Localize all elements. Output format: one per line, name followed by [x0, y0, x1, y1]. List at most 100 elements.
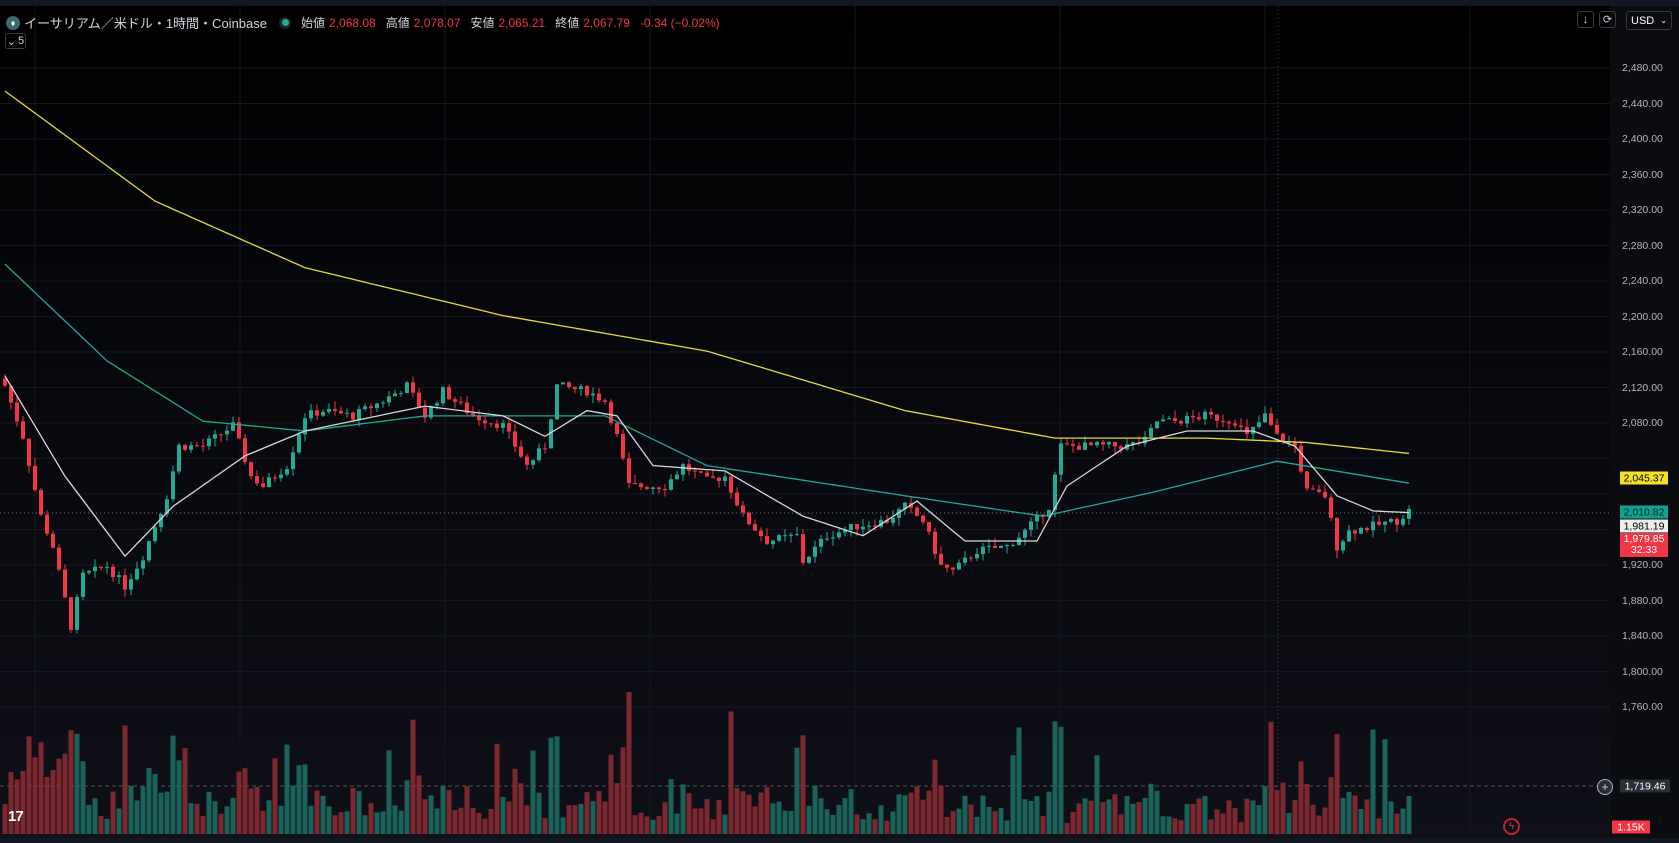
- candle-body: [15, 402, 19, 422]
- volume-bar: [914, 786, 920, 834]
- candle-body: [393, 393, 397, 397]
- volume-bar: [1220, 813, 1226, 834]
- candle-body: [729, 476, 733, 493]
- candle-body: [921, 515, 925, 522]
- bottom-border: [0, 838, 1679, 843]
- chart-pane[interactable]: [0, 6, 1610, 838]
- symbol-title[interactable]: イーサリアム／米ドル・1時間・Coinbase: [24, 16, 267, 31]
- volume-bar: [50, 770, 56, 834]
- volume-bar: [548, 737, 554, 834]
- candle-body: [1173, 418, 1177, 422]
- volume-bar: [320, 795, 326, 834]
- candle-body: [1311, 488, 1315, 490]
- candle-body: [873, 525, 877, 527]
- candle-body: [213, 434, 217, 439]
- price-tick: 2,480.00: [1622, 62, 1663, 74]
- change-value: -0.34 (−0.02%): [639, 15, 720, 30]
- candle-body: [621, 434, 625, 459]
- volume-bar: [200, 815, 206, 834]
- volume-bar: [566, 804, 572, 834]
- candle-body: [993, 545, 997, 549]
- volume-bar: [1244, 798, 1250, 834]
- candle-body: [531, 460, 535, 465]
- candle-body: [399, 393, 403, 395]
- volume-bar: [764, 787, 770, 834]
- volume-bar: [1082, 798, 1088, 834]
- volume-bar: [128, 785, 134, 834]
- volume-bar: [68, 730, 74, 834]
- add-alert-plus-button[interactable]: +: [1597, 779, 1613, 795]
- volume-bar: [476, 812, 482, 834]
- candle-body: [813, 546, 817, 557]
- currency-select[interactable]: USD ⌄: [1626, 11, 1672, 30]
- volume-bar: [368, 803, 374, 834]
- volume-bar: [518, 783, 524, 834]
- volume-bar: [1064, 822, 1070, 834]
- volume-bar: [416, 775, 422, 834]
- volume-bar: [158, 792, 164, 834]
- volume-bar: [1388, 801, 1394, 834]
- volume-bar: [968, 804, 974, 834]
- candle-body: [225, 430, 229, 435]
- candle-body: [477, 416, 481, 421]
- volume-bar: [386, 750, 392, 834]
- price-tick: 2,200.00: [1622, 310, 1663, 323]
- volume-bar: [272, 758, 278, 834]
- volume-bar: [938, 785, 944, 834]
- candle-body: [843, 529, 847, 533]
- candle-body: [291, 452, 295, 470]
- volume-bar: [242, 768, 248, 834]
- price-tick: 1,920.00: [1622, 559, 1663, 571]
- candle-body: [51, 533, 55, 548]
- candle-body: [1077, 445, 1081, 450]
- candle-body: [1167, 418, 1171, 420]
- volume-bar: [86, 804, 92, 834]
- candle-body: [741, 505, 745, 513]
- volume-bar: [788, 810, 794, 834]
- volume-bar: [848, 789, 854, 834]
- candle-body: [585, 385, 589, 396]
- candle-body: [33, 465, 37, 491]
- indicators-toggle-button[interactable]: ⌄ 5: [5, 33, 26, 49]
- volume-bar: [1292, 799, 1298, 834]
- lightning-alert-icon[interactable]: ϟ: [1503, 818, 1520, 835]
- volume-bar: [332, 815, 338, 834]
- price-tick: 2,440.00: [1622, 97, 1663, 110]
- price-tick: 2,320.00: [1622, 204, 1663, 216]
- tradingview-logo[interactable]: 17: [8, 808, 24, 825]
- volume-bar: [1010, 755, 1016, 834]
- market-status-icon[interactable]: [279, 16, 291, 29]
- candle-body: [1083, 442, 1087, 450]
- candle-body: [807, 556, 811, 563]
- volume-bar: [170, 735, 176, 834]
- volume-bar: [998, 808, 1004, 834]
- candle-body: [123, 575, 127, 590]
- candle-body: [591, 393, 595, 396]
- volume-bar: [230, 797, 236, 834]
- candle-body: [63, 569, 67, 598]
- candle-body: [1383, 521, 1387, 525]
- volume-bar: [152, 773, 158, 834]
- candlestick-chart[interactable]: [0, 0, 1610, 838]
- price-tick: 2,360.00: [1622, 168, 1663, 181]
- candle-body: [957, 562, 961, 570]
- price-axis[interactable]: [1610, 6, 1679, 838]
- candle-body: [279, 474, 283, 479]
- candle-body: [1143, 436, 1147, 444]
- volume-bar: [932, 759, 938, 834]
- candle-body: [1071, 443, 1075, 446]
- volume-bar: [194, 803, 200, 834]
- candle-body: [135, 568, 139, 580]
- volume-bar: [338, 812, 344, 834]
- candle-body: [1341, 541, 1345, 551]
- candle-body: [357, 409, 361, 420]
- candle-body: [1239, 425, 1243, 427]
- plus-icon: +: [1601, 780, 1609, 794]
- auto-scale-button[interactable]: ⟳: [1599, 11, 1616, 28]
- candle-body: [57, 547, 61, 570]
- volume-bar: [164, 791, 170, 834]
- candle-body: [273, 477, 277, 479]
- price-tick: 2,160.00: [1622, 346, 1663, 358]
- download-arrow-button[interactable]: ↓: [1577, 11, 1594, 28]
- volume-bar: [590, 801, 596, 834]
